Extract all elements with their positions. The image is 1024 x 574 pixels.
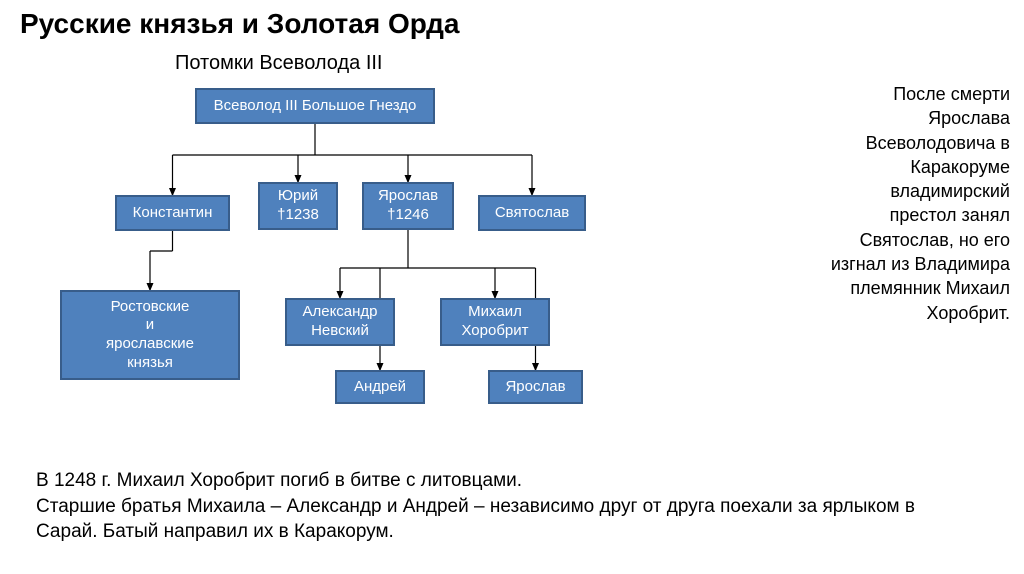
tree-node-yuri: Юрий†1238 xyxy=(258,182,338,230)
tree-node-andr: Андрей xyxy=(335,370,425,404)
tree-node-rostov: Ростовскиеиярославскиекнязья xyxy=(60,290,240,380)
page-title: Русские князья и Золотая Орда xyxy=(20,8,459,40)
tree-node-konst: Константин xyxy=(115,195,230,231)
tree-node-svyat: Святослав xyxy=(478,195,586,231)
tree-node-mikh: МихаилХоробрит xyxy=(440,298,550,346)
subtitle: Потомки Всеволода III xyxy=(175,52,383,75)
tree-node-alex: АлександрНевский xyxy=(285,298,395,346)
side-paragraph: После смерти Ярослава Всеволодовича в Ка… xyxy=(830,82,1010,325)
tree-node-yar2: Ярослав xyxy=(488,370,583,404)
tree-node-root: Всеволод III Большое Гнездо xyxy=(195,88,435,124)
bottom-paragraph: В 1248 г. Михаил Хоробрит погиб в битве … xyxy=(36,468,956,545)
tree-node-yarosl: Ярослав†1246 xyxy=(362,182,454,230)
